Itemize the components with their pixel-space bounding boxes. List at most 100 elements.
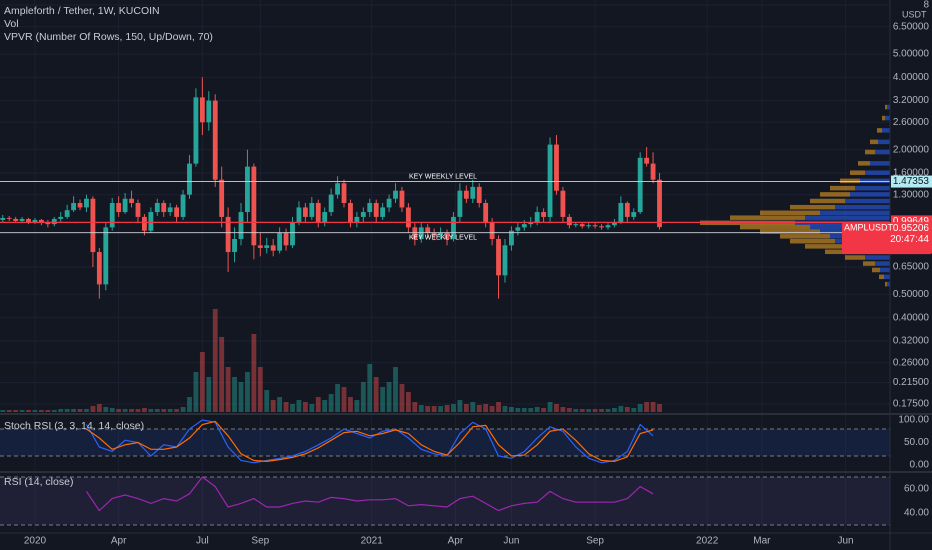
- candle-body: [592, 225, 598, 227]
- y-tick-label: 4.00000: [893, 72, 930, 83]
- profile-up: [805, 215, 890, 220]
- candle-body: [502, 245, 508, 276]
- volume-bar: [657, 404, 662, 412]
- profile-up: [887, 281, 890, 287]
- profile-down: [865, 149, 875, 155]
- volume-bar: [470, 402, 476, 412]
- candle-body: [483, 202, 489, 223]
- volume-bar: [264, 390, 270, 412]
- profile-down: [740, 224, 810, 230]
- y-tick-label: 0.32000: [893, 336, 930, 347]
- volume-bar: [373, 377, 379, 412]
- volume-bar: [238, 382, 244, 412]
- candle-body: [624, 202, 630, 217]
- volume-bar: [257, 367, 263, 412]
- candle-body: [225, 216, 231, 253]
- x-tick-label: Jun: [838, 536, 854, 547]
- volume-bar: [508, 407, 514, 412]
- candle-body: [245, 166, 250, 213]
- candle-body: [277, 233, 283, 251]
- profile-down: [825, 249, 855, 255]
- volume-bar: [38, 410, 44, 412]
- x-tick-label: Apr: [448, 536, 464, 547]
- y-tick-label: 0.65000: [893, 262, 930, 273]
- volume-bar: [534, 407, 540, 412]
- candle-body: [341, 183, 347, 203]
- volume-bar: [129, 409, 134, 412]
- volume-bar: [463, 404, 469, 412]
- profile-down: [885, 104, 887, 110]
- volume-bar: [592, 409, 598, 412]
- volume-bar: [206, 377, 212, 412]
- candle-body: [135, 202, 141, 217]
- candle-body: [599, 226, 604, 228]
- candle-body: [193, 97, 199, 164]
- y-tick-label: 50.00: [904, 437, 929, 448]
- candle-body: [354, 216, 360, 223]
- volume-bar: [354, 400, 360, 412]
- volume-legend: Vol: [4, 18, 19, 30]
- volume-bar: [483, 404, 489, 412]
- candle-body: [554, 144, 559, 191]
- volume-bar: [367, 364, 373, 412]
- candle-body: [45, 222, 51, 225]
- volume-bar: [296, 400, 302, 412]
- candle-body: [322, 212, 328, 223]
- profile-down: [882, 115, 885, 121]
- x-tick-label: Sep: [586, 536, 604, 547]
- profile-up: [887, 104, 890, 110]
- candle-body: [199, 97, 205, 123]
- profile-down: [790, 238, 835, 244]
- volume-bar: [579, 409, 585, 412]
- volume-bar: [13, 410, 19, 412]
- band-fill: [0, 476, 890, 526]
- y-tick-label: 1.60000: [893, 168, 930, 179]
- volume-bar: [32, 410, 38, 412]
- profile-down: [879, 274, 884, 280]
- x-tick-label: Jul: [196, 536, 209, 547]
- candle-body: [148, 212, 154, 231]
- volume-bar: [135, 409, 141, 412]
- candle-body: [315, 202, 321, 223]
- y-tick-label: 0.26000: [893, 357, 930, 368]
- y-tick-label: 2.60000: [893, 117, 930, 128]
- profile-down: [840, 178, 860, 184]
- indicator-line: [86, 420, 654, 463]
- candle-body: [264, 245, 270, 248]
- volume-bar: [77, 409, 83, 412]
- candle-body: [508, 230, 514, 246]
- candle-body: [566, 216, 572, 226]
- volume-bar: [341, 387, 347, 412]
- volume-bar: [103, 407, 109, 412]
- volume-bar: [180, 407, 186, 412]
- profile-up: [855, 185, 890, 191]
- candle-body: [612, 222, 617, 226]
- profile-up: [860, 178, 890, 184]
- x-tick-label: Jun: [503, 536, 519, 547]
- volume-bar: [251, 334, 257, 412]
- volume-bar: [541, 408, 547, 412]
- profile-down: [820, 192, 850, 197]
- candle-body: [386, 198, 392, 208]
- volume-bar: [637, 404, 643, 412]
- symbol: AMPLUSDT: [844, 223, 894, 233]
- candle-body: [290, 222, 295, 246]
- candle-body: [528, 222, 534, 225]
- volume-bar: [58, 409, 64, 412]
- volume-bar: [573, 409, 579, 412]
- profile-down: [870, 139, 878, 145]
- volume-bar: [586, 409, 592, 412]
- volume-bar: [618, 406, 624, 412]
- candle-body: [373, 202, 379, 217]
- profile-down: [790, 204, 835, 210]
- candle-body: [496, 238, 501, 276]
- level-price: 1.47353: [893, 176, 930, 187]
- candle-body: [579, 224, 585, 227]
- candle-body: [251, 166, 257, 246]
- candle-body: [586, 225, 592, 227]
- y-tick-label: 60.00: [904, 484, 929, 495]
- volume-bar: [71, 409, 77, 412]
- y-tick-label: 3.20000: [893, 95, 930, 106]
- candle-body: [302, 207, 308, 217]
